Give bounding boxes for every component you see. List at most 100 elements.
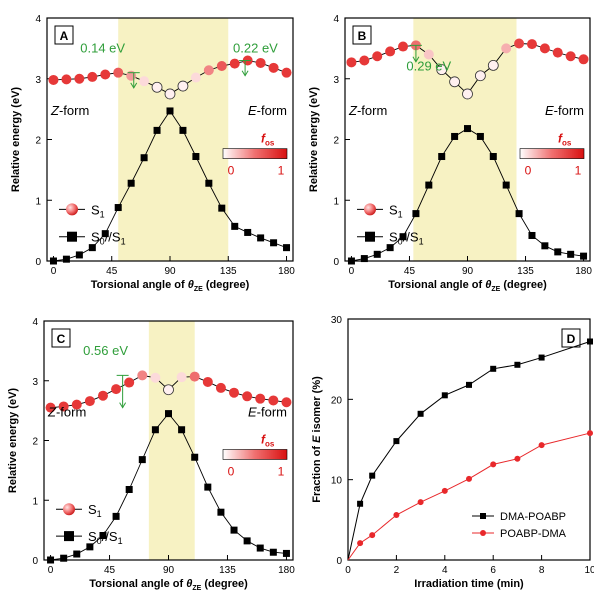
legend-marker-s1 — [364, 203, 376, 216]
y-tick-label: 10 — [331, 476, 343, 487]
s0-point — [62, 255, 70, 263]
s0-point — [476, 132, 484, 140]
s0-point — [451, 132, 459, 140]
s0-point — [47, 556, 55, 564]
legend-label-s0: S0//S1 — [389, 230, 424, 247]
y-tick-label: 3 — [333, 75, 339, 86]
s0-point — [138, 456, 146, 464]
s1-point — [215, 382, 226, 393]
panel-label: A — [60, 29, 69, 43]
s0-point — [60, 554, 68, 562]
panel-label: B — [358, 29, 367, 43]
s1-point — [48, 74, 59, 85]
s0-point — [230, 526, 238, 534]
x-tick-label: 180 — [278, 266, 295, 277]
legend-marker-s1 — [66, 203, 78, 216]
s0-point — [257, 234, 265, 242]
y-tick-label: 0 — [336, 556, 342, 567]
x-tick-label: 0 — [51, 266, 57, 277]
colorbar-title: fos — [261, 132, 275, 148]
x-tick-label: 45 — [404, 266, 416, 277]
panel-label: C — [57, 332, 66, 346]
s0-point — [489, 153, 497, 161]
legend-marker-s0 — [365, 231, 375, 242]
s0-point — [399, 233, 407, 241]
x-tick-label: 0 — [345, 565, 351, 576]
panel-D: 0 2 4 6 8 10 0 10 20 30 Irradiation time (min) Frac… — [311, 315, 594, 590]
series-point-1 — [393, 512, 400, 519]
legend-box — [466, 504, 586, 544]
s1-point — [526, 39, 537, 50]
series-point-1 — [357, 540, 364, 547]
legend-label-s0: S0//S1 — [88, 529, 123, 546]
x-tick-label: 2 — [394, 565, 400, 576]
panel-label-box — [54, 25, 74, 45]
s0-point — [256, 544, 264, 552]
y-tick-label: 4 — [333, 14, 339, 25]
x-tick-label: 45 — [106, 266, 118, 277]
s0-point — [244, 228, 252, 236]
s0-point — [73, 550, 81, 558]
s1-point — [87, 71, 98, 82]
series-point-0 — [490, 365, 497, 372]
y-axis-label: Relative energy (eV) — [308, 87, 320, 192]
colorbar-min: 0 — [525, 164, 532, 178]
series-point-0 — [538, 354, 545, 361]
legend-marker-s0 — [67, 231, 77, 242]
x-tick-label: 90 — [164, 266, 176, 277]
x-tick-label: 135 — [220, 266, 237, 277]
energy-annotation: 0.29 eV — [406, 59, 451, 74]
transition-band — [118, 18, 229, 261]
y-tick-label: 2 — [32, 437, 38, 448]
x-axis-label: Torsional angle of θZE (degree) — [91, 279, 250, 293]
panel-C: 0 45 90 135 180 0 1 2 3 4 Relative energy (eV) Tors… — [7, 317, 295, 592]
s1-point — [150, 372, 161, 383]
s1-point — [474, 70, 486, 82]
panel-label-box — [352, 25, 372, 45]
y-tick-label: 2 — [333, 136, 339, 147]
s1-point — [45, 402, 56, 413]
s1-point — [346, 57, 357, 68]
s1-point — [268, 62, 279, 73]
y-tick-label: 3 — [32, 377, 38, 388]
z-form-label: Z-form — [47, 405, 86, 420]
s0-point — [464, 125, 471, 133]
s1-point — [164, 88, 176, 100]
x-tick-label: 0 — [349, 266, 355, 277]
e-form-label: E-form — [545, 103, 584, 118]
s1-point — [281, 67, 292, 78]
s0-point — [205, 179, 213, 187]
s0-point — [502, 181, 510, 189]
panel-label: D — [567, 332, 576, 346]
y-axis-label: Fraction of E isomer (%) — [311, 376, 323, 503]
y-tick-label: 0 — [333, 257, 339, 268]
legend-label-s1: S1 — [91, 202, 105, 219]
series-point-1 — [417, 499, 424, 506]
s0-point — [204, 483, 212, 491]
s1-point — [100, 69, 111, 80]
panel-label-box — [561, 328, 581, 348]
s0-point — [114, 204, 122, 212]
x-tick-label: 6 — [490, 565, 496, 576]
series-point-0 — [393, 438, 400, 445]
s1-point — [203, 65, 214, 76]
series-point-0 — [514, 361, 521, 368]
plot-frame — [347, 318, 591, 561]
s1-point — [58, 401, 69, 412]
x-tick-label: 180 — [575, 266, 592, 277]
s0-point — [88, 244, 96, 252]
barrier-arrowhead — [119, 402, 127, 409]
series-point-0 — [587, 338, 593, 345]
series-point-0 — [417, 410, 424, 417]
series-point-1 — [441, 487, 448, 494]
s1-point — [163, 384, 174, 396]
s0-point — [165, 410, 172, 418]
s0-point — [269, 548, 277, 556]
s1-point — [176, 372, 187, 383]
x-axis-label: Irradiation time (min) — [414, 578, 524, 590]
y-tick-label: 3 — [35, 75, 41, 86]
legend-label: DMA-POABP — [500, 511, 566, 523]
x-tick-label: 0 — [48, 565, 54, 576]
series-point-0 — [369, 472, 376, 479]
